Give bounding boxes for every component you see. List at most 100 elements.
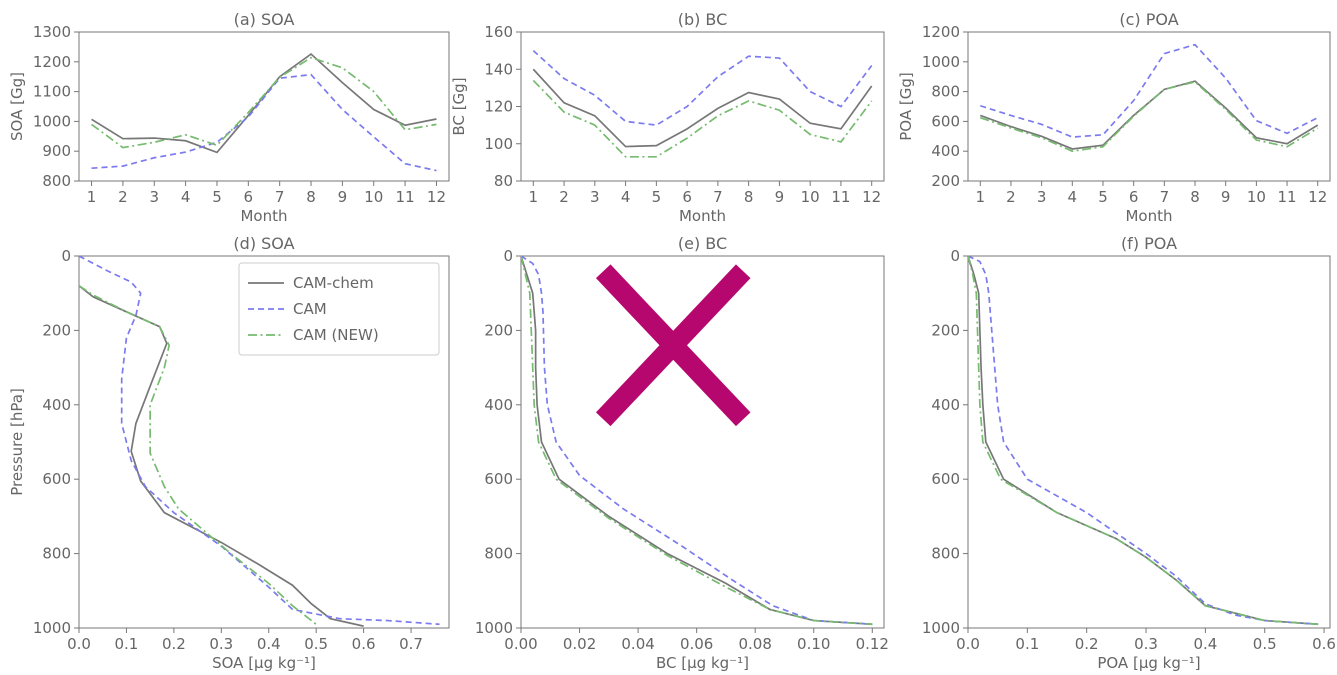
- y-axis-label: SOA [Gg]: [8, 72, 26, 141]
- y-tick-label: 400: [931, 396, 960, 414]
- y-tick-label: 1000: [33, 112, 71, 130]
- x-tick-label: 9: [1221, 188, 1231, 206]
- y-tick-label: 200: [484, 321, 513, 339]
- y-axis-label: POA [Gg]: [897, 72, 915, 140]
- plot-frame: [78, 255, 450, 629]
- x-tick-label: 2: [118, 188, 128, 206]
- y-tick-label: 1100: [33, 83, 71, 101]
- y-tick-label: 1000: [475, 619, 513, 637]
- y-tick-label: 600: [42, 470, 71, 488]
- x-tick-label: 5: [1098, 188, 1108, 206]
- y-tick-label: 900: [42, 142, 71, 160]
- x-tick-label: 10: [364, 188, 383, 206]
- y-tick-label: 160: [484, 23, 513, 41]
- series-line-cam: [521, 256, 873, 626]
- y-tick-label: 200: [931, 172, 960, 190]
- x-tick-label: 5: [652, 188, 662, 206]
- cross-mark-stroke: [595, 264, 751, 427]
- series-line-new: [979, 80, 1319, 153]
- series-line-cam: [980, 43, 1319, 138]
- x-tick-label: 0.2: [1075, 635, 1099, 653]
- y-tick-label: 800: [931, 545, 960, 563]
- x-tick-label: 8: [1190, 188, 1200, 206]
- x-axis-label: SOA [μg kg⁻¹]: [212, 654, 316, 672]
- x-tick-label: 7: [713, 188, 723, 206]
- series-line-chem: [532, 68, 873, 148]
- y-tick-label: 0: [61, 247, 71, 265]
- x-tick-label: 1: [529, 188, 539, 206]
- x-tick-label: 0.04: [621, 635, 654, 653]
- panel-d: 0.0 0.1 0.2 0.3 0.4 0.5 0.6 0.7 0 200 400 600 800 100…: [8, 234, 450, 672]
- legend-label-new: CAM (NEW): [293, 326, 379, 344]
- x-tick-label: 11: [1278, 188, 1297, 206]
- x-tick-label: 3: [149, 188, 159, 206]
- x-tick-label: 2: [559, 188, 569, 206]
- legend-box: [238, 262, 440, 356]
- y-tick-label: 800: [931, 83, 960, 101]
- x-tick-label: 4: [181, 188, 191, 206]
- x-tick-label: 11: [396, 188, 415, 206]
- x-axis-label: BC [μg kg⁻¹]: [656, 654, 749, 672]
- series-line-new: [521, 256, 873, 626]
- x-tick-label: 0.3: [209, 635, 233, 653]
- y-tick-label: 1000: [922, 53, 960, 71]
- x-tick-label: 2: [1006, 188, 1016, 206]
- x-tick-label: 0.10: [797, 635, 830, 653]
- x-tick-label: 12: [1308, 188, 1327, 206]
- legend-label-cam: CAM: [293, 300, 327, 318]
- y-tick-label: 400: [42, 396, 71, 414]
- x-tick-label: 0.7: [399, 635, 423, 653]
- series-line-cam: [968, 256, 1319, 626]
- x-tick-label: 0.06: [680, 635, 713, 653]
- series-line-chem: [968, 256, 1319, 626]
- x-tick-label: 12: [427, 188, 446, 206]
- x-tick-label: 9: [338, 188, 348, 206]
- y-tick-label: 800: [484, 545, 513, 563]
- x-tick-label: 9: [775, 188, 785, 206]
- plot-frame: [967, 255, 1331, 629]
- x-tick-label: 0.00: [504, 635, 537, 653]
- panel-e: 0.00 0.02 0.04 0.06 0.08 0.10 0.12 0 200 400 600 80…: [475, 234, 889, 672]
- x-tick-label: 0.02: [563, 635, 596, 653]
- x-tick-label: 0.1: [1015, 635, 1039, 653]
- series-line-chem: [521, 256, 873, 626]
- y-tick-label: 600: [931, 470, 960, 488]
- chart-title: (d) SOA: [233, 234, 294, 253]
- x-axis-label: Month: [679, 207, 726, 225]
- x-tick-label: 0.0: [956, 635, 980, 653]
- chart-title: (b) BC: [678, 10, 728, 29]
- x-tick-label: 0.6: [352, 635, 376, 653]
- x-tick-label: 10: [801, 188, 820, 206]
- y-tick-label: 1300: [33, 23, 71, 41]
- y-tick-label: 140: [484, 60, 513, 78]
- y-tick-label: 600: [931, 112, 960, 130]
- x-tick-label: 0.6: [1312, 635, 1336, 653]
- x-tick-label: 0.4: [1193, 635, 1217, 653]
- x-tick-label: 0.1: [115, 635, 139, 653]
- y-tick-label: 400: [931, 142, 960, 160]
- y-tick-label: 800: [42, 545, 71, 563]
- y-tick-label: 400: [484, 396, 513, 414]
- series-line-new: [532, 79, 873, 158]
- y-tick-label: 0: [503, 247, 513, 265]
- x-axis-label: POA [μg kg⁻¹]: [1097, 654, 1200, 672]
- y-tick-label: 1200: [33, 53, 71, 71]
- panel-f: 0.0 0.1 0.2 0.3 0.4 0.5 0.6 0 200 400 600 800 1000 (f…: [922, 234, 1336, 672]
- x-tick-label: 0.08: [738, 635, 771, 653]
- series-line-chem: [979, 80, 1319, 150]
- x-tick-label: 8: [744, 188, 754, 206]
- series-line-new: [79, 285, 317, 625]
- chart-title: (c) POA: [1119, 10, 1178, 29]
- y-axis-label: Pressure [hPa]: [8, 388, 26, 496]
- x-tick-label: 4: [1068, 188, 1078, 206]
- x-tick-label: 6: [244, 188, 254, 206]
- chart-title: (e) BC: [678, 234, 727, 253]
- y-tick-label: 1000: [33, 619, 71, 637]
- series-line-cam: [532, 50, 873, 127]
- y-tick-label: 1200: [922, 23, 960, 41]
- y-tick-label: 120: [484, 98, 513, 116]
- x-tick-label: 7: [1160, 188, 1170, 206]
